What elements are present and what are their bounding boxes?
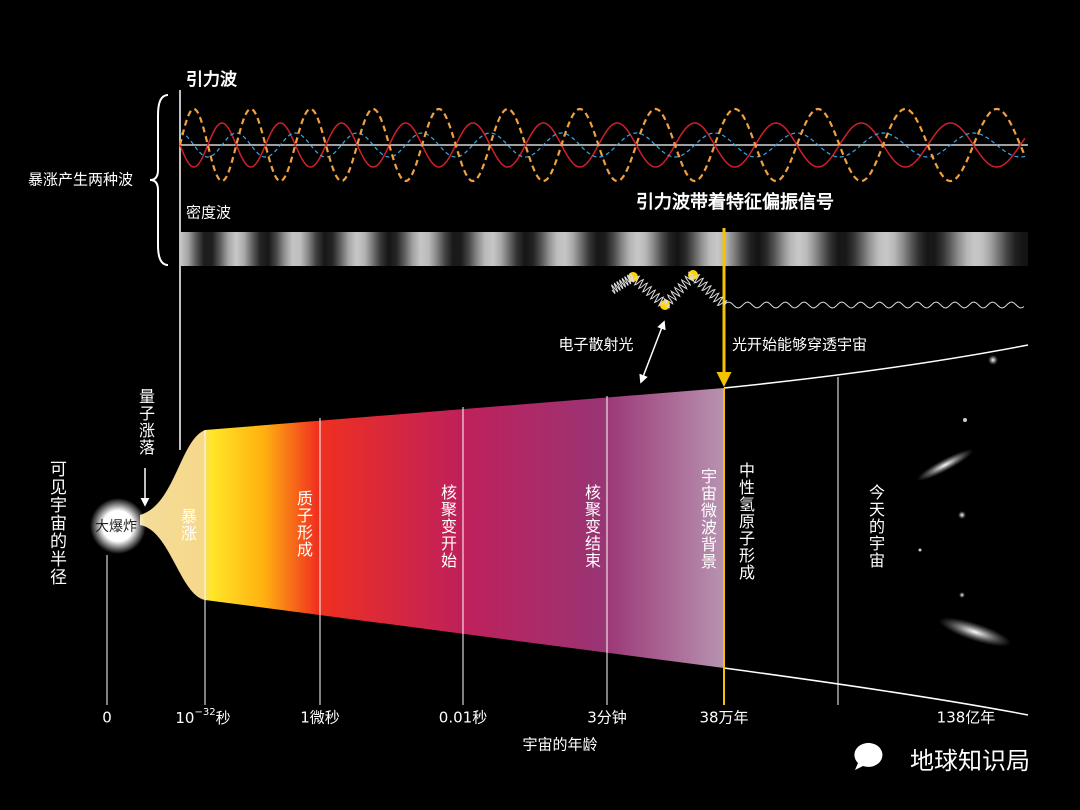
time-tick: 38万年: [699, 709, 748, 727]
time-tick: 3分钟: [587, 709, 627, 727]
stage-label: 暴涨: [178, 508, 197, 542]
polarization-label: 引力波带着特征偏振信号: [636, 191, 834, 213]
time-tick: 10−32秒: [175, 707, 230, 727]
tick-exp: −32: [194, 707, 215, 718]
density-band: [180, 232, 1028, 266]
stage-label: 宇宙微波背景: [698, 468, 717, 570]
stage-label: 中性氢原子形成: [736, 462, 755, 581]
tick-unit: 秒: [216, 709, 231, 727]
star: [958, 511, 966, 519]
fluctuation-label: 量子涨落: [136, 388, 155, 456]
stage-label: 核聚变结束: [582, 484, 601, 569]
stage-label: 核聚变开始: [438, 484, 457, 569]
light-label: 光开始能够穿透宇宙: [732, 336, 867, 354]
tick-base: 10: [175, 709, 194, 727]
scatter-arrow: [639, 320, 666, 384]
star: [959, 592, 965, 598]
wechat-icon: [854, 742, 883, 770]
photon-path: [611, 272, 634, 295]
gravity-wave-label: 引力波: [186, 69, 238, 90]
universe-outline: [723, 344, 1029, 716]
time-tick: 138亿年: [937, 709, 996, 727]
stage-label: 今天的宇宙: [866, 484, 885, 569]
big-bang-glow: [90, 498, 146, 554]
star: [988, 355, 998, 365]
galaxy: [938, 617, 1012, 647]
universe-shape: [140, 345, 1028, 715]
stage-label: 质子形成: [294, 490, 313, 558]
photon-path: [663, 271, 695, 309]
galaxy: [916, 449, 974, 481]
time-tick: 0: [102, 709, 112, 727]
free-light: [723, 301, 1025, 309]
big-bang-label: 大爆炸: [95, 519, 137, 535]
scatter-label: 电子散射光: [558, 336, 633, 354]
time-tick: 0.01秒: [439, 709, 487, 727]
inflation-label: 暴涨产生两种波: [28, 171, 133, 189]
time-tick: 1微秒: [300, 709, 340, 727]
static-layer: [90, 90, 1029, 716]
star: [918, 548, 922, 552]
star: [963, 418, 967, 422]
gravity-wave: [178, 107, 1027, 183]
photon-path: [689, 273, 728, 307]
brace: [149, 94, 169, 266]
axis-label: 宇宙的年龄: [522, 736, 597, 754]
radius-label: 可见宇宙的半径: [46, 460, 66, 586]
gravity-wave-blue: [179, 132, 1026, 158]
watermark: 地球知识局: [910, 747, 1030, 775]
photon-path: [629, 275, 669, 307]
density-wave-label: 密度波: [186, 204, 231, 222]
